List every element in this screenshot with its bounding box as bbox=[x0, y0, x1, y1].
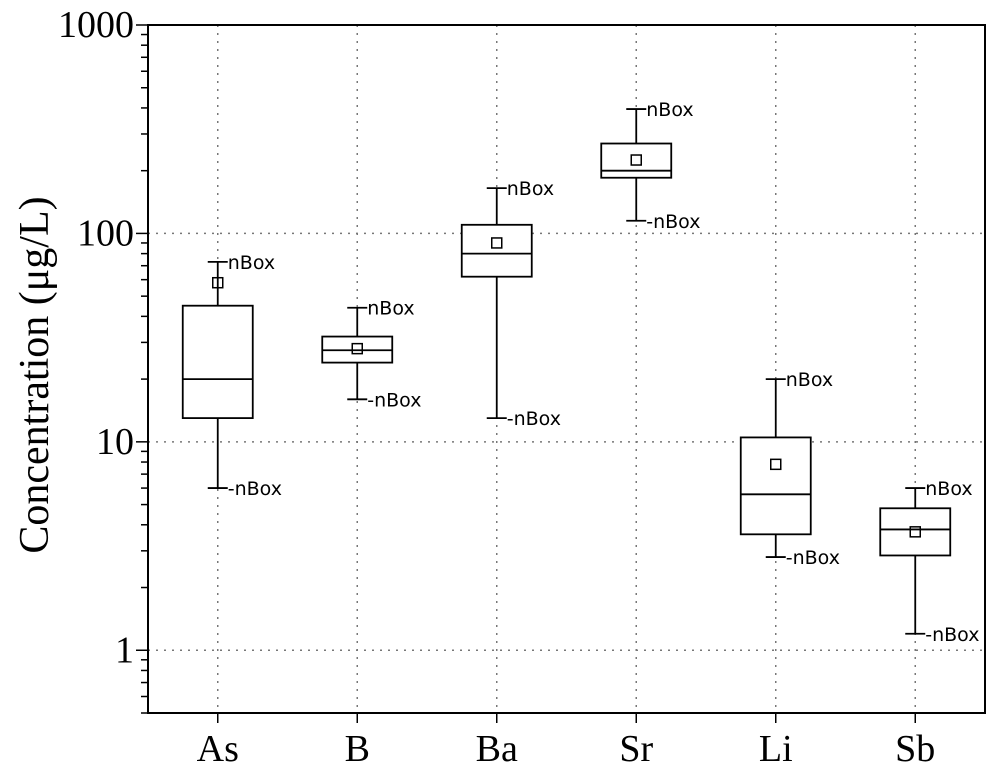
box-sr: nBox -nBox bbox=[600, 99, 700, 233]
lower-whisker-label: -nBox bbox=[646, 211, 700, 233]
box-ba: nBox -nBox bbox=[460, 178, 561, 430]
iqr-box bbox=[460, 223, 533, 278]
x-tick-label-sb: Sb bbox=[895, 728, 935, 769]
x-tick-label-ba: Ba bbox=[476, 728, 518, 769]
mean-marker bbox=[909, 526, 921, 538]
upper-whisker-label: nBox bbox=[507, 178, 554, 200]
box-as: nBox -nBox bbox=[181, 252, 282, 500]
upper-whisker-label: nBox bbox=[228, 252, 275, 274]
y-tick-label: 100 bbox=[77, 212, 134, 254]
lower-whisker-label: -nBox bbox=[228, 478, 282, 500]
grid-lines bbox=[148, 25, 985, 713]
box-b: nBox -nBox bbox=[321, 298, 421, 411]
box-li: nBox -nBox bbox=[739, 369, 840, 569]
mean-marker bbox=[630, 154, 642, 166]
x-tick-label-li: Li bbox=[759, 728, 793, 769]
axis-ticks bbox=[136, 24, 916, 723]
y-tick-label: 1000 bbox=[58, 4, 134, 46]
box-sb: nBox -nBox bbox=[879, 478, 979, 646]
plot-area-frame bbox=[147, 24, 986, 714]
lower-whisker-label: -nBox bbox=[367, 389, 421, 411]
mean-marker bbox=[212, 276, 224, 289]
lower-whisker-label: -nBox bbox=[786, 547, 840, 569]
mean-marker bbox=[770, 458, 782, 471]
iqr-box bbox=[879, 507, 952, 557]
y-tick-label: 10 bbox=[96, 421, 134, 463]
x-tick-label-as: As bbox=[197, 728, 239, 769]
x-tick-label-sr: Sr bbox=[619, 728, 653, 769]
lower-whisker-label: -nBox bbox=[925, 624, 979, 646]
upper-whisker-label: nBox bbox=[786, 369, 833, 391]
mean-marker bbox=[491, 237, 503, 249]
axis-labels: Concentration (μg/L) 1 10 100 1000 As B Ba Sr Li… bbox=[12, 4, 935, 769]
y-tick-label: 1 bbox=[115, 629, 134, 671]
iqr-box bbox=[181, 304, 254, 419]
boxes-layer: nBox-nBoxnBox-nBoxnBox-nBoxnBox-nBoxnBox… bbox=[181, 99, 979, 646]
x-tick-label-b: B bbox=[345, 728, 370, 769]
upper-whisker-label: nBox bbox=[367, 298, 414, 320]
iqr-box bbox=[600, 142, 673, 179]
y-axis-label: Concentration (μg/L) bbox=[12, 196, 58, 553]
lower-whisker-label: -nBox bbox=[507, 408, 561, 430]
upper-whisker-label: nBox bbox=[925, 478, 972, 500]
iqr-box bbox=[739, 436, 812, 536]
upper-whisker-label: nBox bbox=[646, 99, 693, 121]
mean-marker bbox=[351, 342, 363, 355]
